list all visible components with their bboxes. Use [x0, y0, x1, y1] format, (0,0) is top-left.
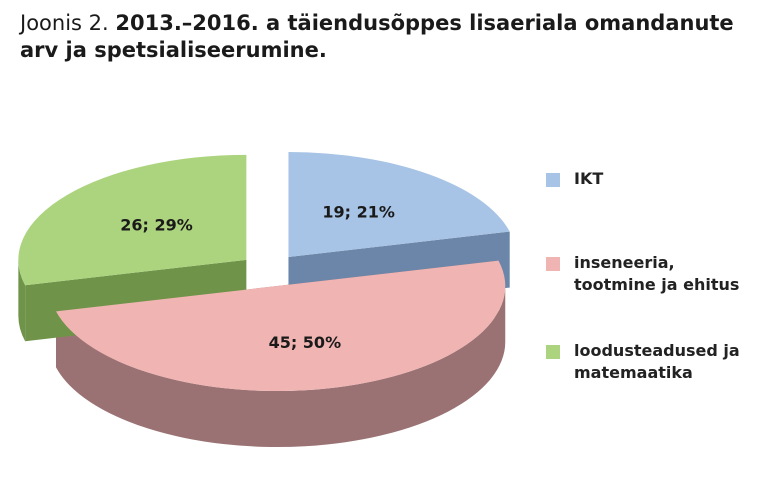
- slice-top-0: [288, 151, 510, 257]
- slice-side-1-0: [56, 286, 506, 448]
- slice-label-1: 45; 50%: [269, 333, 342, 352]
- figure-title: 2013.–2016. a täiendusõppes lisaeriala o…: [20, 11, 734, 62]
- slice-label-2: 26; 29%: [120, 215, 193, 234]
- legend-label-inseneeria: inseneeria, tootmine ja ehitus: [574, 253, 740, 294]
- slice-top-2: [18, 154, 247, 286]
- legend-item-ikt: IKT: [546, 168, 603, 190]
- legend-label-loodusteadused: loodusteadused ja matemaatika: [574, 341, 740, 382]
- slice-top-1: [56, 260, 506, 392]
- legend-item-inseneeria: inseneeria, tootmine ja ehitus: [546, 252, 754, 296]
- legend-item-loodusteadused: loodusteadused ja matemaatika: [546, 340, 754, 384]
- legend-swatch-inseneeria: [546, 257, 560, 271]
- slice-side-2-0: [18, 259, 26, 342]
- legend-swatch-ikt: [546, 173, 560, 187]
- legend-swatch-loodusteadused: [546, 345, 560, 359]
- legend-label-ikt: IKT: [574, 169, 604, 188]
- figure-caption: Joonis 2. 2013.–2016. a täiendusõppes li…: [20, 10, 740, 64]
- slice-label-0: 19; 21%: [322, 202, 395, 221]
- figure-number: Joonis 2.: [20, 11, 109, 35]
